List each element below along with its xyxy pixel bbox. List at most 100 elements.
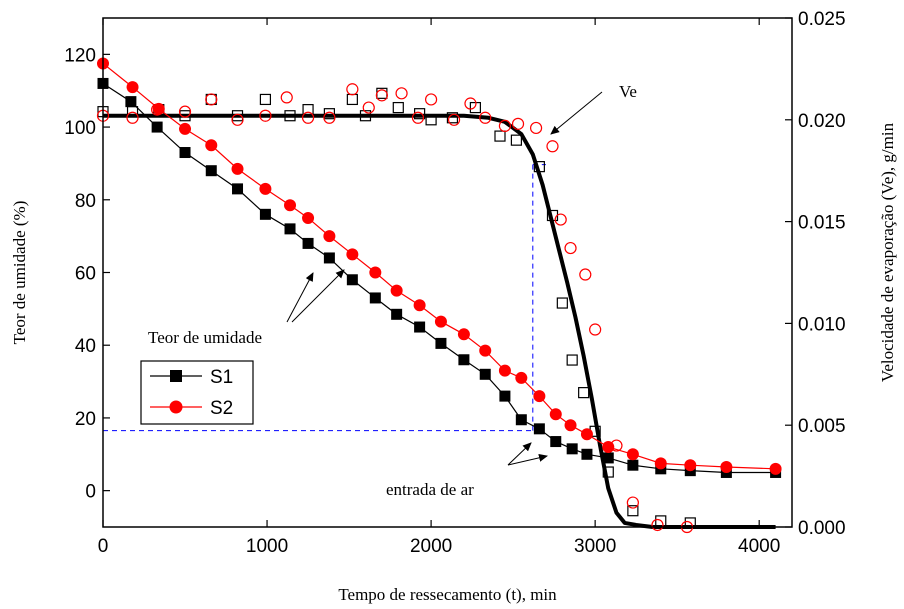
- moisture-point-s1: [414, 321, 426, 333]
- evap-point-s1: [556, 297, 568, 309]
- evap-point-s1: [510, 134, 522, 146]
- x-tick-label: 3000: [574, 536, 616, 557]
- moisture-point-s1: [499, 390, 511, 402]
- moisture-point-s2: [346, 248, 359, 261]
- evap-point-s1: [494, 130, 506, 142]
- legend-s1-label: S1: [210, 367, 233, 388]
- moisture-point-s2: [390, 284, 403, 297]
- moisture-point-s1: [302, 237, 314, 249]
- moisture-point-s1: [284, 223, 296, 235]
- moisture-point-s1: [550, 436, 562, 448]
- moisture-point-s2: [205, 139, 218, 152]
- moisture-point-s2: [413, 299, 426, 312]
- evap-point-s2: [280, 91, 293, 104]
- y-tick-label: 60: [75, 264, 96, 285]
- evap-point-s2: [178, 105, 192, 118]
- evap-point-s2: [579, 268, 592, 281]
- moisture-point-s1: [479, 368, 491, 380]
- evap-point-s2: [447, 113, 461, 126]
- evap-point-s1: [655, 515, 667, 527]
- moisture-point-s1: [533, 423, 545, 435]
- evap-point-s1: [392, 101, 404, 114]
- x-axis-label: Tempo de ressecamento (t), min: [338, 585, 557, 604]
- y-tick-label: 120: [64, 45, 96, 66]
- evap-point-s2: [375, 89, 388, 102]
- evap-point-s2: [301, 111, 315, 124]
- axis-ticks: 0 1000 2000 3000 4000 0 20 40 60 80 100 120 0.000 0.0…: [64, 9, 845, 557]
- moisture-point-s2: [769, 462, 782, 475]
- moisture-point-s2: [479, 344, 492, 357]
- annotation-air-entry-arrow-s1: [507, 442, 532, 466]
- evap-point-s2: [231, 113, 244, 126]
- y2-tick-label: 0.005: [798, 416, 846, 437]
- evap-point-s2: [411, 111, 425, 124]
- legend-s1-marker: [170, 370, 182, 382]
- moisture-point-s1: [435, 337, 447, 349]
- moisture-point-s1: [259, 208, 271, 220]
- moisture-point-s1: [125, 96, 137, 108]
- legend-box: [140, 360, 254, 425]
- y2-tick-label: 0.015: [798, 213, 846, 234]
- evap-point-s1: [259, 93, 272, 106]
- y-axis-label: Teor de umidade (%): [10, 201, 29, 345]
- moisture-point-s2: [457, 328, 470, 341]
- moisture-point-s2: [533, 390, 546, 403]
- moisture-point-s2: [580, 428, 593, 441]
- moisture-point-s2: [684, 459, 697, 472]
- moisture-point-s2: [434, 315, 447, 328]
- legend-s2-label: S2: [210, 398, 233, 419]
- moisture-point-s2: [231, 162, 244, 175]
- moisture-point-s1: [627, 459, 639, 471]
- evap-point-s1: [578, 387, 590, 399]
- moisture-point-s2: [369, 266, 382, 279]
- evap-point-s2: [564, 241, 577, 255]
- moisture-point-s1: [346, 274, 358, 286]
- x-tick-label: 2000: [410, 536, 452, 557]
- annotation-moisture-arrow-s1: [286, 272, 314, 323]
- evap-point-s2: [395, 87, 408, 100]
- moisture-point-s2: [564, 419, 577, 432]
- moisture-point-s2: [152, 102, 165, 115]
- legend-s2-marker: [169, 400, 183, 414]
- annotation-ve-arrow: [550, 91, 603, 135]
- evap-point-s1: [284, 110, 296, 122]
- moisture-point-s1: [458, 354, 470, 366]
- moisture-point-s2: [126, 81, 139, 94]
- evap-point-s2: [546, 140, 559, 153]
- evap-point-s2: [554, 213, 567, 226]
- evap-point-s1: [323, 108, 335, 120]
- evap-point-s2: [511, 117, 525, 130]
- moisture-point-s2: [515, 371, 528, 384]
- moisture-point-s2: [549, 408, 562, 421]
- annotation-air-entry-arrow-s2: [507, 453, 548, 466]
- evap-point-s2: [259, 109, 272, 122]
- moisture-point-s2: [323, 230, 336, 243]
- evap-point-s1: [627, 505, 639, 517]
- moisture-point-s1: [391, 308, 403, 320]
- evap-point-s2: [205, 93, 218, 106]
- moisture-point-s1: [566, 443, 578, 455]
- annotation-ve: Ve: [619, 82, 637, 101]
- evap-point-s1: [231, 110, 244, 122]
- moisture-point-s2: [654, 457, 667, 470]
- evap-point-s1: [346, 93, 358, 106]
- moisture-point-s1: [602, 452, 614, 464]
- moisture-point-s1: [179, 147, 191, 159]
- y-tick-label: 80: [75, 191, 96, 212]
- y-tick-label: 0: [85, 482, 96, 503]
- evap-point-s2: [464, 97, 477, 110]
- moisture-points: [97, 57, 782, 478]
- y2-tick-label: 0.010: [798, 314, 846, 335]
- annotation-air-entry: entrada de ar: [386, 480, 474, 499]
- y-tick-label: 20: [75, 409, 96, 430]
- evap-point-s2: [498, 119, 512, 133]
- evap-point-s1: [533, 161, 545, 173]
- y2-tick-label: 0.025: [798, 9, 846, 30]
- moisture-point-s1: [323, 252, 335, 264]
- moisture-point-s2: [602, 441, 615, 454]
- evap-point-s1: [684, 517, 696, 529]
- evap-point-s1: [446, 112, 459, 124]
- x-tick-label: 0: [98, 536, 109, 557]
- evap-point-s2: [529, 121, 543, 135]
